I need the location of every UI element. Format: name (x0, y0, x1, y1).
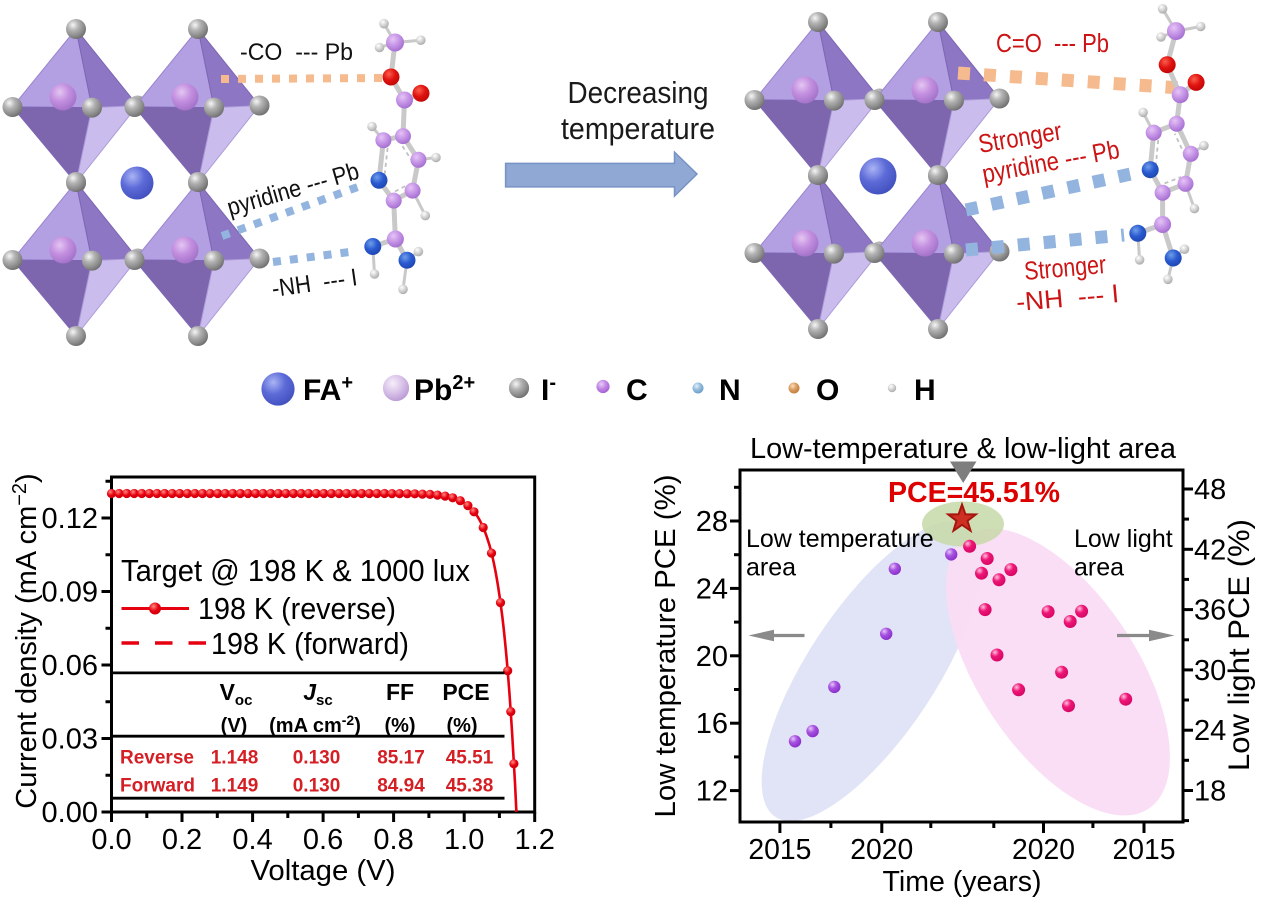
svg-text:0.0: 0.0 (91, 824, 131, 856)
svg-text:0.06: 0.06 (42, 650, 98, 682)
svg-text:(%): (%) (446, 715, 477, 737)
svg-text:0.03: 0.03 (42, 724, 98, 756)
svg-text:1.148: 1.148 (211, 748, 259, 769)
svg-text:Time (years): Time (years) (883, 866, 1042, 898)
svg-text:0.130: 0.130 (293, 748, 341, 769)
svg-text:2020: 2020 (1012, 834, 1075, 866)
svg-text:2015: 2015 (1113, 834, 1176, 866)
svg-text:N: N (719, 374, 741, 407)
svg-text:12: 12 (696, 776, 728, 808)
svg-text:2015: 2015 (748, 834, 811, 866)
svg-text:45.51: 45.51 (446, 748, 494, 769)
svg-text:FF: FF (386, 679, 414, 705)
svg-text:198 K (forward): 198 K (forward) (211, 626, 409, 661)
svg-text:temperature: temperature (561, 111, 715, 146)
svg-text:198 K (reverse): 198 K (reverse) (198, 591, 396, 626)
svg-text:0.12: 0.12 (42, 503, 98, 535)
svg-text:-CO --- Pb: -CO --- Pb (240, 39, 353, 66)
svg-text:Low light PCE (%): Low light PCE (%) (1223, 519, 1256, 771)
svg-text:0.09: 0.09 (42, 577, 98, 609)
svg-text:0.8: 0.8 (373, 824, 413, 856)
svg-text:28: 28 (696, 506, 728, 538)
svg-text:0.2: 0.2 (162, 824, 202, 856)
svg-text:Reverse: Reverse (120, 748, 194, 769)
svg-text:Low temperature: Low temperature (746, 525, 934, 553)
svg-text:85.17: 85.17 (377, 748, 425, 769)
svg-text:16: 16 (696, 708, 728, 740)
svg-text:(mA cm-2): (mA cm-2) (269, 712, 361, 737)
svg-text:C: C (626, 374, 648, 407)
svg-text:C=O --- Pb: C=O --- Pb (996, 28, 1109, 58)
svg-text:45.38: 45.38 (446, 776, 494, 797)
svg-text:0.00: 0.00 (42, 797, 98, 829)
svg-text:2020: 2020 (850, 834, 913, 866)
svg-text:Low-temperature & low-light ar: Low-temperature & low-light area (750, 433, 1177, 465)
svg-text:36: 36 (1194, 595, 1226, 627)
svg-text:H: H (914, 374, 936, 407)
svg-text:20: 20 (696, 641, 728, 673)
svg-text:PCE: PCE (442, 679, 489, 705)
svg-text:42: 42 (1194, 534, 1226, 566)
svg-text:24: 24 (696, 573, 728, 605)
svg-text:0.6: 0.6 (303, 824, 343, 856)
svg-text:1.149: 1.149 (211, 776, 259, 797)
svg-text:18: 18 (1194, 776, 1226, 808)
svg-text:48: 48 (1194, 474, 1226, 506)
svg-text:Stronger: Stronger (1023, 249, 1108, 286)
svg-text:0.130: 0.130 (293, 776, 341, 797)
svg-text:Target @ 198 K & 1000 lux: Target @ 198 K & 1000 lux (121, 553, 470, 588)
svg-text:84.94: 84.94 (377, 776, 425, 797)
svg-text:30: 30 (1194, 655, 1226, 687)
svg-text:area: area (1074, 554, 1124, 582)
svg-text:Voltage (V): Voltage (V) (251, 855, 396, 887)
svg-text:1.2: 1.2 (515, 824, 555, 856)
svg-text:area: area (746, 554, 796, 582)
svg-text:Decreasing: Decreasing (568, 75, 709, 110)
svg-text:24: 24 (1194, 715, 1226, 747)
svg-text:Current density (mA cm−2): Current density (mA cm−2) (9, 473, 43, 808)
svg-text:(%): (%) (384, 715, 415, 737)
svg-text:(V): (V) (221, 715, 248, 737)
svg-text:FA+: FA+ (303, 372, 353, 407)
svg-text:O: O (816, 374, 839, 407)
svg-text:Forward: Forward (120, 776, 195, 797)
svg-text:Low light: Low light (1074, 525, 1173, 553)
svg-text:Low temperature PCE (%): Low temperature PCE (%) (650, 475, 682, 818)
svg-text:1.0: 1.0 (444, 824, 484, 856)
svg-text:PCE=45.51%: PCE=45.51% (888, 477, 1060, 509)
svg-text:0.4: 0.4 (232, 824, 272, 856)
